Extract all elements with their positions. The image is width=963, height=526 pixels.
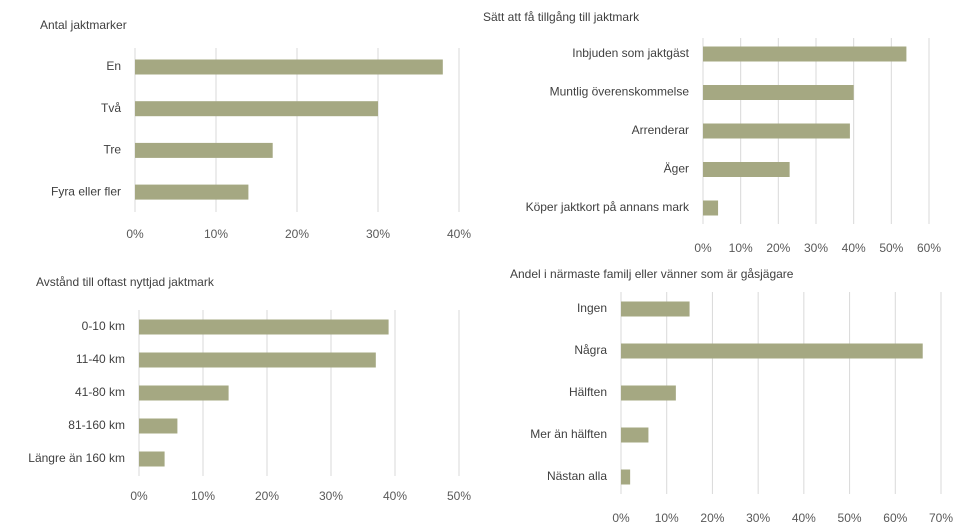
x-tick-label: 0%	[612, 511, 630, 525]
chart-title: Sätt att få tillgång till jaktmark	[483, 10, 640, 24]
x-tick-label: 50%	[838, 511, 862, 525]
chart-title: Andel i närmaste familj eller vänner som…	[510, 267, 794, 281]
bar	[135, 184, 249, 200]
x-tick-label: 40%	[842, 241, 866, 255]
bar	[139, 352, 376, 368]
category-label: 41-80 km	[75, 385, 125, 399]
bar	[139, 319, 389, 335]
x-tick-label: 30%	[746, 511, 770, 525]
bar	[621, 427, 649, 443]
x-tick-label: 40%	[447, 227, 471, 241]
category-label: Äger	[664, 162, 689, 176]
bar	[135, 101, 378, 117]
x-tick-label: 0%	[126, 227, 144, 241]
bar	[621, 343, 923, 359]
x-tick-label: 10%	[204, 227, 228, 241]
x-tick-label: 10%	[191, 489, 215, 503]
category-label: Längre än 160 km	[28, 451, 125, 465]
x-tick-label: 30%	[319, 489, 343, 503]
x-tick-label: 60%	[883, 511, 907, 525]
chart-title: Antal jaktmarker	[40, 18, 127, 32]
category-label: En	[106, 59, 121, 73]
category-label: Köper jaktkort på annans mark	[526, 200, 690, 214]
chart-title: Avstånd till oftast nyttjad jaktmark	[36, 275, 215, 289]
x-tick-label: 20%	[766, 241, 790, 255]
x-tick-label: 50%	[879, 241, 903, 255]
x-tick-label: 10%	[729, 241, 753, 255]
bar	[703, 46, 907, 62]
bar	[703, 123, 850, 139]
category-label: Hälften	[569, 385, 607, 399]
bar	[703, 85, 854, 100]
category-label: 11-40 km	[76, 352, 125, 366]
x-tick-label: 30%	[804, 241, 828, 255]
x-tick-label: 70%	[929, 511, 953, 525]
category-label: Nästan alla	[547, 469, 607, 483]
category-label: Inbjuden som jaktgäst	[572, 46, 689, 60]
category-label: 0-10 km	[82, 319, 125, 333]
x-tick-label: 0%	[694, 241, 712, 255]
x-tick-label: 50%	[447, 489, 471, 503]
category-label: Två	[101, 101, 121, 115]
category-label: Mer än hälften	[530, 427, 607, 441]
category-label: Arrenderar	[632, 123, 689, 137]
category-label: Muntlig överenskommelse	[550, 85, 690, 99]
x-tick-label: 20%	[700, 511, 724, 525]
x-tick-label: 20%	[285, 227, 309, 241]
category-label: 81-160 km	[68, 418, 125, 432]
bar	[139, 385, 229, 401]
bar	[621, 385, 676, 401]
x-tick-label: 40%	[383, 489, 407, 503]
bar	[621, 301, 690, 317]
x-tick-label: 40%	[792, 511, 816, 525]
bar	[135, 59, 443, 75]
category-label: Fyra eller fler	[51, 184, 121, 198]
x-tick-label: 0%	[130, 489, 148, 503]
x-tick-label: 60%	[917, 241, 941, 255]
bar	[621, 469, 631, 485]
bar	[703, 162, 790, 177]
x-tick-label: 10%	[655, 511, 679, 525]
category-label: Tre	[103, 143, 121, 157]
category-label: Ingen	[577, 301, 607, 315]
x-tick-label: 20%	[255, 489, 279, 503]
bar	[139, 451, 165, 467]
x-tick-label: 30%	[366, 227, 390, 241]
category-label: Några	[574, 343, 607, 357]
bar	[703, 200, 719, 216]
bar	[135, 142, 273, 158]
bar	[139, 418, 178, 434]
